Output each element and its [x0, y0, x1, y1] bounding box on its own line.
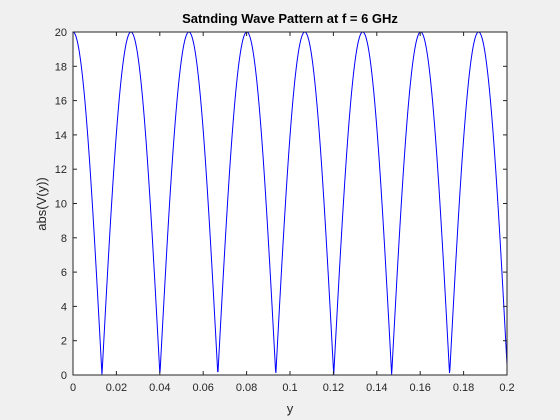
x-tick-label: 0.12: [323, 382, 344, 394]
series-line-0: [72, 31, 508, 375]
x-tick-label: 0.16: [409, 382, 430, 394]
x-tick-label: 0.18: [453, 382, 474, 394]
x-tick-label: 0.14: [366, 382, 387, 394]
y-tick-label: 0: [61, 370, 67, 382]
y-axis-ticks: 0 2 4 6 8 10 12 14 16 18 20: [55, 27, 507, 382]
chart-title: Satnding Wave Pattern at f = 6 GHz: [182, 11, 398, 26]
x-tick-label: 0.02: [106, 382, 127, 394]
y-tick-label: 14: [55, 130, 67, 142]
x-tick-label: 0.06: [192, 382, 213, 394]
y-axis-label: abs(V(y)): [34, 177, 49, 230]
y-tick-label: 8: [61, 233, 67, 245]
x-tick-label: 0.08: [236, 382, 257, 394]
y-tick-label: 4: [61, 301, 67, 313]
data-series-group: [72, 31, 508, 375]
x-tick-label: 0.2: [499, 382, 514, 394]
y-tick-label: 2: [61, 336, 67, 348]
y-tick-label: 12: [55, 164, 67, 176]
y-tick-label: 6: [61, 267, 67, 279]
x-tick-label: 0.04: [149, 382, 170, 394]
plot-area: [73, 32, 507, 375]
y-tick-label: 20: [55, 27, 67, 39]
y-tick-label: 10: [55, 199, 67, 211]
x-axis-label: y: [287, 401, 294, 416]
x-axis-ticks: 0 0.02 0.04 0.06 0.08 0.1 0.12 0.14 0.16 0.18 0.2: [70, 32, 515, 394]
x-tick-label: 0.1: [282, 382, 297, 394]
y-tick-label: 18: [55, 61, 67, 73]
x-tick-label: 0: [70, 382, 76, 394]
y-tick-label: 16: [55, 96, 67, 108]
